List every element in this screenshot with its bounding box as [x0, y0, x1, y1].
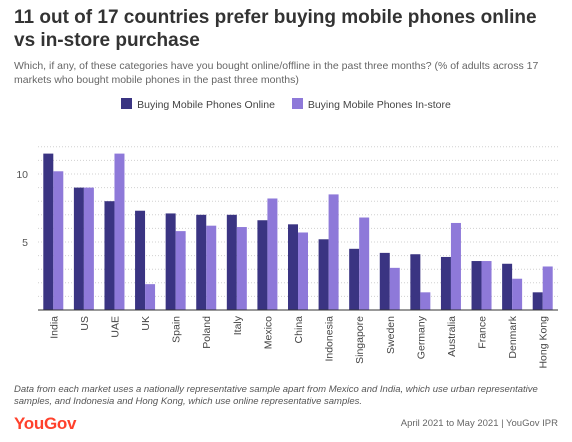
bar-instore: [114, 153, 125, 310]
yougov-logo: YouGov: [14, 414, 77, 433]
x-tick-label: Australia: [446, 316, 458, 357]
x-tick-label: Indonesia: [324, 316, 336, 362]
x-tick-label: Sweden: [385, 316, 397, 354]
bar-online: [104, 201, 115, 310]
legend-item-instore: Buying Mobile Phones In-store: [291, 98, 451, 111]
bar-online: [502, 263, 513, 310]
bar-instore: [206, 225, 217, 310]
x-tick-label: China: [293, 316, 305, 344]
x-tick-label: Singapore: [354, 316, 366, 364]
bar-online: [135, 210, 146, 310]
bar-online: [73, 187, 84, 310]
bar-online: [379, 252, 390, 310]
bar-instore: [236, 227, 247, 310]
bar-online: [43, 153, 54, 310]
x-tick-label: Denmark: [507, 315, 519, 358]
bar-instore: [298, 232, 308, 310]
bar-online: [471, 261, 482, 310]
legend-swatch-instore: [291, 98, 303, 109]
x-tick-label: Mexico: [262, 316, 274, 349]
bar-instore: [512, 278, 523, 310]
y-tick-label: 5: [22, 237, 28, 249]
chart-subtitle: Which, if any, of these categories have …: [14, 60, 539, 86]
bar-instore: [83, 187, 94, 310]
x-tick-label: Germany: [415, 315, 427, 359]
bar-instore: [53, 171, 64, 310]
bar-online: [410, 254, 421, 310]
source-note: April 2021 to May 2021 | YouGov IPR: [400, 418, 558, 429]
bar-online: [532, 292, 543, 310]
bar-instore: [145, 284, 156, 310]
bar-online: [165, 213, 176, 310]
bar-instore: [389, 267, 400, 310]
bar-online: [196, 214, 207, 310]
bar-instore: [450, 222, 461, 310]
bar-instore: [420, 292, 431, 310]
y-tick-label: 10: [16, 169, 28, 181]
bar-online: [440, 256, 451, 310]
legend-item-online: Buying Mobile Phones Online: [121, 98, 275, 111]
bar-instore: [267, 198, 278, 310]
x-tick-label: Hong Kong: [538, 316, 550, 369]
chart-title: 11 out of 17 countries prefer buying mob…: [14, 7, 537, 51]
x-tick-label: Italy: [232, 315, 244, 335]
x-tick-label: India: [48, 316, 60, 339]
x-tick-label: UAE: [109, 316, 121, 338]
bar-instore: [542, 266, 553, 310]
bar-instore: [175, 231, 186, 310]
legend-label-online: Buying Mobile Phones Online: [137, 99, 275, 111]
bar-online: [318, 239, 329, 310]
bar-online: [349, 248, 360, 310]
x-tick-label: US: [79, 316, 91, 331]
footnote: Data from each market uses a nationally …: [14, 384, 538, 407]
bar-online: [226, 214, 237, 310]
bar-instore: [328, 194, 339, 310]
legend: Buying Mobile Phones Online Buying Mobil…: [0, 98, 572, 111]
bar-online: [288, 224, 298, 310]
bar-instore: [481, 261, 492, 310]
x-tick-label: UK: [140, 316, 152, 331]
bar-online: [257, 220, 268, 310]
x-tick-label: Poland: [201, 316, 213, 349]
legend-swatch-online: [121, 98, 133, 109]
bar-instore: [359, 217, 370, 310]
x-tick-label: France: [477, 316, 489, 349]
legend-label-instore: Buying Mobile Phones In-store: [307, 99, 451, 111]
x-tick-label: Spain: [171, 316, 183, 343]
